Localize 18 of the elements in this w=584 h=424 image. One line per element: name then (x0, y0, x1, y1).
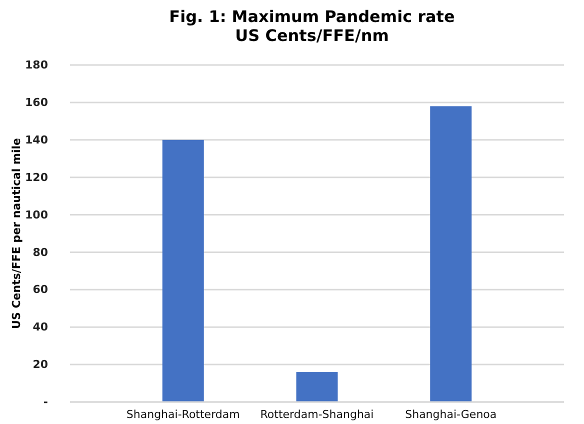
x-tick-label: Rotterdam-Shanghai (260, 408, 374, 421)
y-tick-label: 160 (25, 96, 48, 109)
y-tick-label: 100 (25, 208, 48, 222)
y-tick-label: 20 (32, 358, 48, 372)
y-tick-label: 40 (32, 320, 48, 334)
bar (296, 372, 338, 402)
bar (162, 140, 204, 402)
y-tick-label: 80 (32, 246, 48, 259)
y-tick-label: 120 (25, 170, 48, 184)
x-tick-label: Shanghai-Rotterdam (126, 408, 240, 421)
x-tick-label: Shanghai-Genoa (405, 408, 497, 421)
y-tick-label: - (43, 396, 48, 409)
y-tick-label: 60 (32, 283, 48, 296)
bar (430, 106, 472, 402)
y-axis-title: US Cents/FFE per nautical mile (10, 138, 23, 329)
chart-title: Fig. 1: Maximum Pandemic rate US Cents/FFE/nm (169, 7, 455, 45)
y-tick-label: 140 (25, 133, 48, 146)
y-tick-label: 180 (25, 58, 48, 72)
